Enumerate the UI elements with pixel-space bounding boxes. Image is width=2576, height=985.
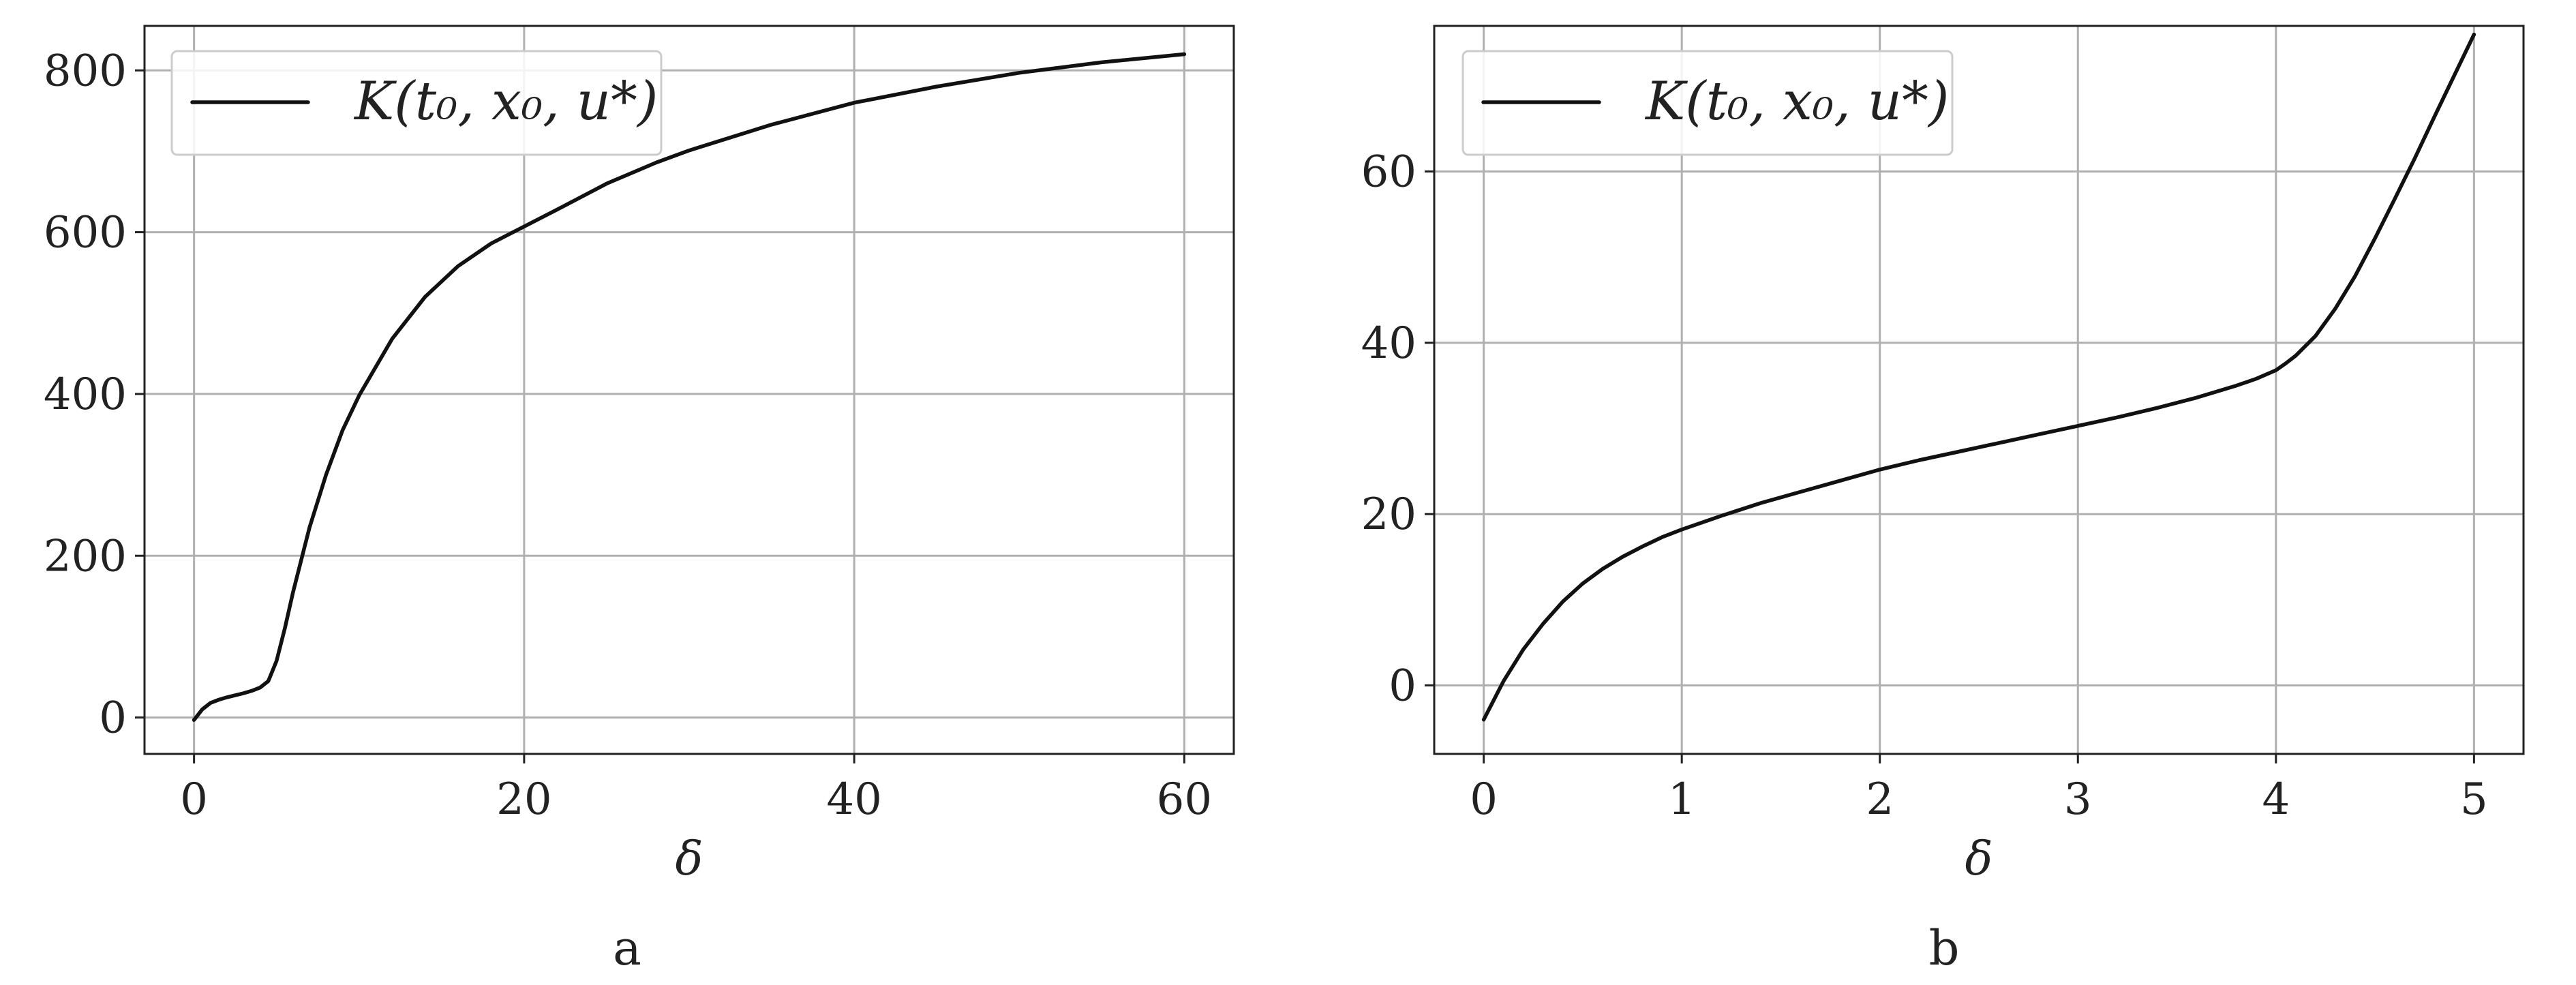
x-tick-label: 2	[1866, 774, 1894, 825]
y-tick-label: 800	[44, 46, 127, 96]
chart-panel-b: 0 1 2 3 4 5 0 20 40 60 δ K(t₀, x₀, u*) b	[1361, 25, 2525, 976]
x-tick-label: 40	[826, 774, 881, 825]
x-tick-label: 60	[1157, 774, 1212, 825]
legend-label: K(t₀, x₀, u*)	[353, 71, 658, 132]
legend-box	[170, 50, 663, 156]
y-tick-label: 40	[1361, 318, 1416, 369]
plot-frame	[143, 25, 1235, 755]
x-tick-label: 0	[180, 774, 208, 825]
y-tick-label: 400	[44, 369, 127, 420]
legend-box	[1461, 50, 1954, 156]
y-tick-label: 200	[44, 531, 127, 581]
y-tick-label: 0	[1389, 661, 1416, 711]
x-axis-label: δ	[676, 832, 703, 886]
y-tick-label: 60	[1361, 147, 1416, 198]
y-tick-label: 600	[44, 208, 127, 258]
legend: K(t₀, x₀, u*)	[1461, 50, 1954, 156]
x-tick-label: 4	[2262, 774, 2290, 825]
x-tick-label: 0	[1470, 774, 1498, 825]
series-line	[1481, 32, 2476, 722]
plot-frame	[1433, 25, 2525, 755]
legend: K(t₀, x₀, u*)	[170, 50, 663, 156]
y-tick-label: 0	[99, 693, 127, 744]
legend-label: K(t₀, x₀, u*)	[1644, 71, 1949, 132]
x-tick-label: 5	[2460, 774, 2488, 825]
panel-label: b	[1929, 920, 1960, 976]
x-axis-label: δ	[1965, 832, 1993, 886]
x-tick-label: 3	[2064, 774, 2092, 825]
panel-label: a	[613, 920, 641, 976]
series-line	[192, 52, 1187, 722]
y-tick-label: 20	[1361, 489, 1416, 540]
x-tick-label: 1	[1668, 774, 1696, 825]
x-tick-label: 20	[496, 774, 551, 825]
